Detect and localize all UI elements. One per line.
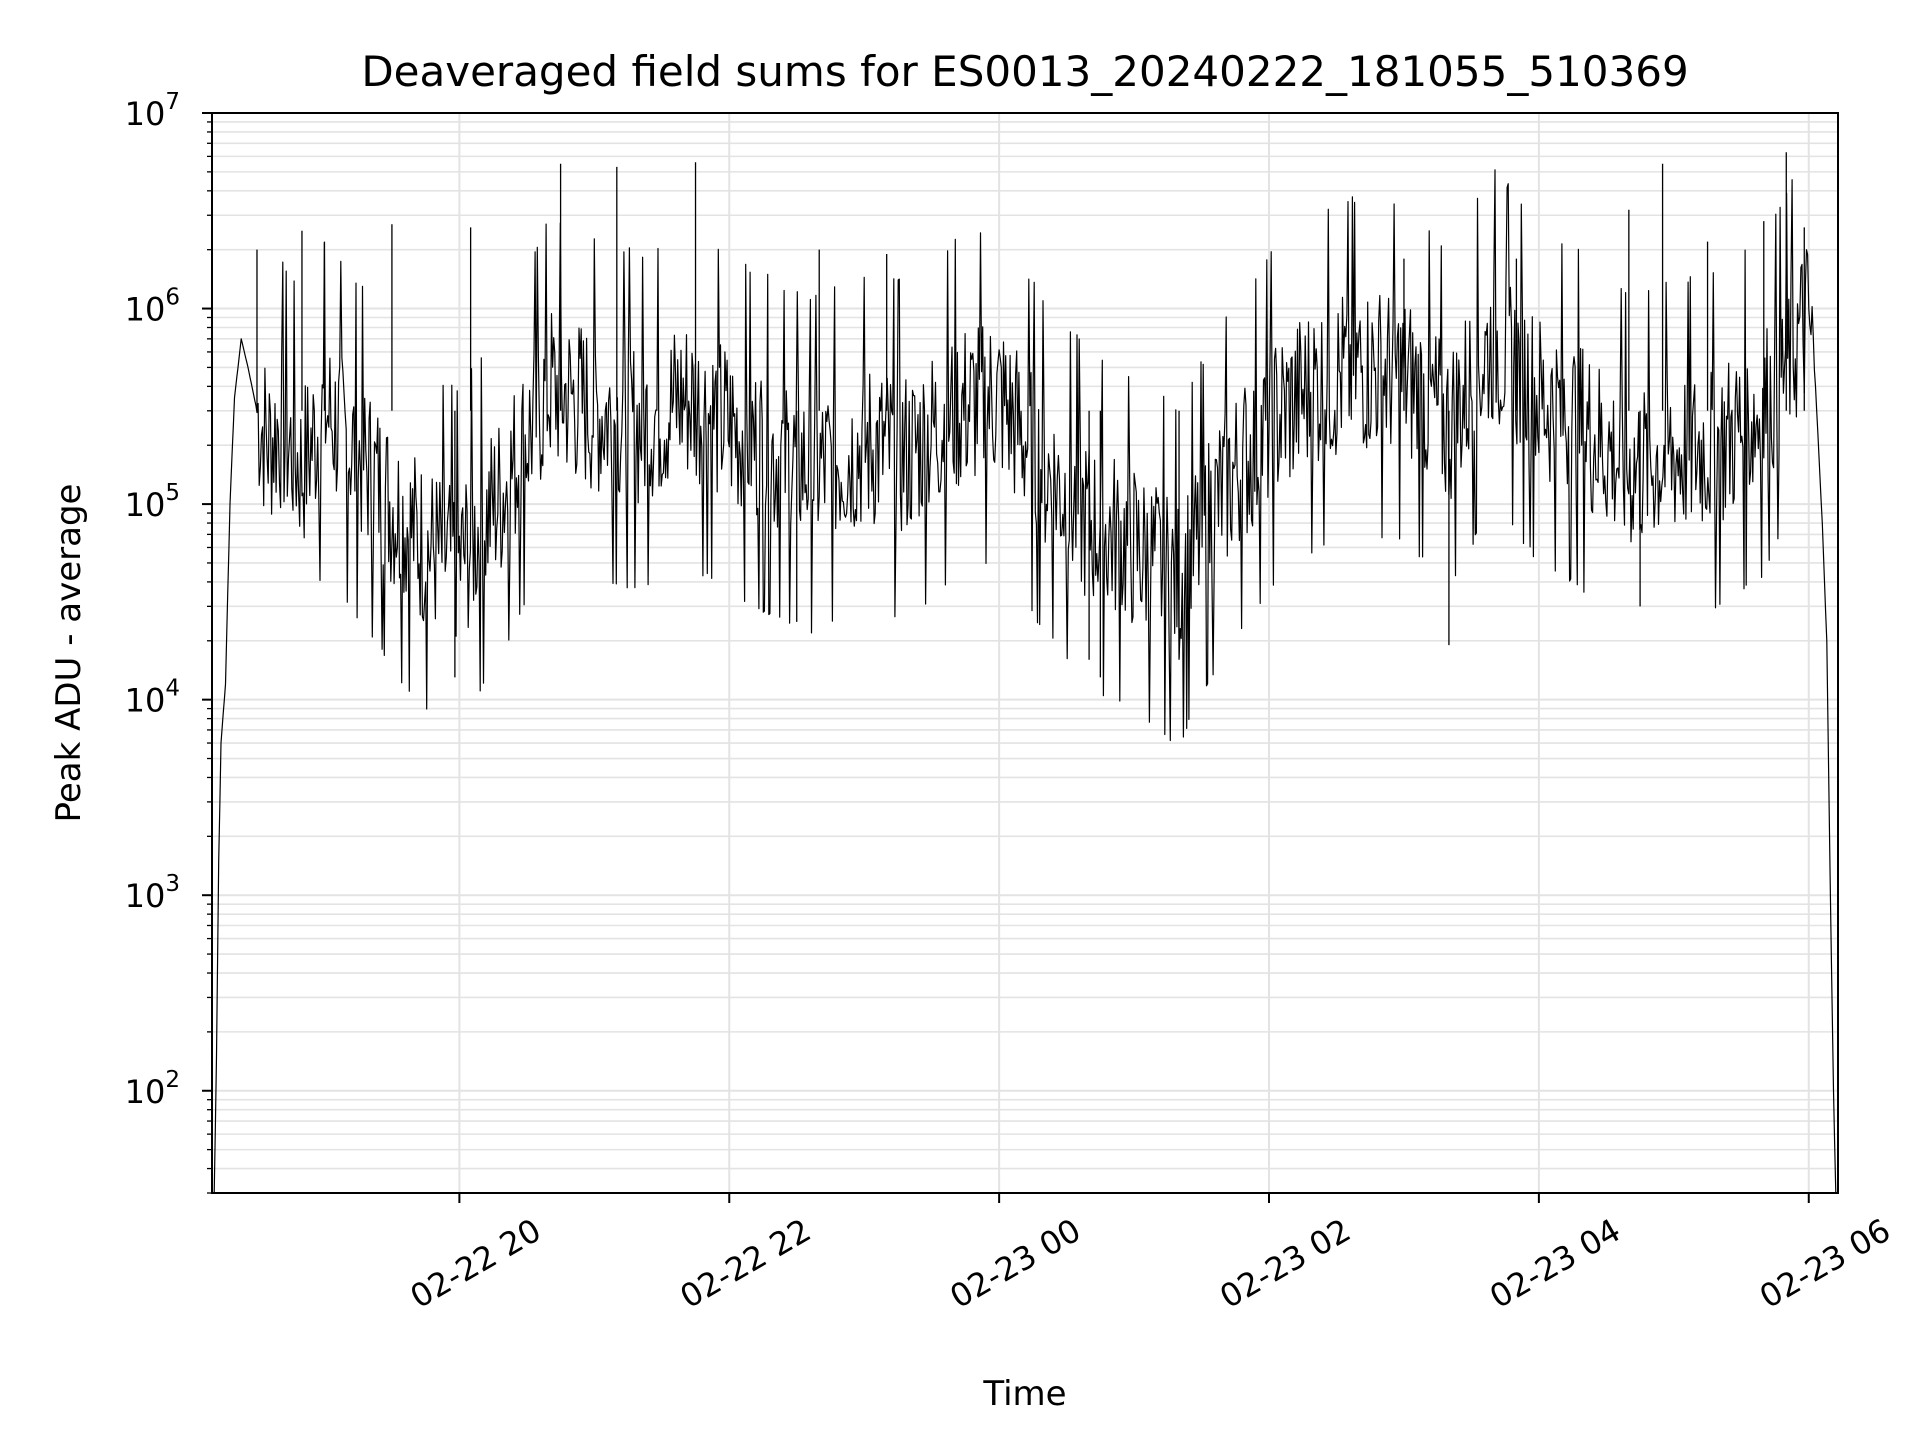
y-tick-label-base: 10	[125, 486, 166, 524]
y-tick-label-base: 10	[125, 1073, 166, 1111]
series-line	[213, 169, 1837, 1194]
y-axis-label: Peak ADU - average	[49, 484, 89, 823]
y-tick-label-exponent: 6	[165, 285, 180, 311]
y-tick-label: 104	[125, 676, 180, 720]
x-axis-label: Time	[982, 1374, 1066, 1414]
y-tick-label: 106	[125, 285, 180, 329]
y-tick-label: 102	[125, 1067, 180, 1111]
y-tick-label-exponent: 4	[165, 676, 180, 702]
chart-title: Deaveraged field sums for ES0013_2024022…	[361, 47, 1688, 96]
y-tick-label-base: 10	[125, 877, 166, 915]
y-tick-label-exponent: 3	[165, 871, 180, 897]
y-tick-label-exponent: 5	[165, 480, 180, 506]
grid	[212, 112, 1838, 1194]
plot-frame	[211, 112, 1839, 1194]
y-tick-label-base: 10	[125, 95, 166, 133]
y-tick-label-base: 10	[125, 291, 166, 329]
y-tick-label-exponent: 7	[165, 89, 180, 115]
y-tick-label: 103	[125, 871, 180, 915]
y-tick-label-exponent: 2	[165, 1067, 180, 1093]
y-tick-label-base: 10	[125, 682, 166, 720]
plot-area	[213, 152, 1837, 1194]
y-tick-label: 105	[125, 480, 180, 524]
y-tick-label: 107	[125, 89, 180, 133]
